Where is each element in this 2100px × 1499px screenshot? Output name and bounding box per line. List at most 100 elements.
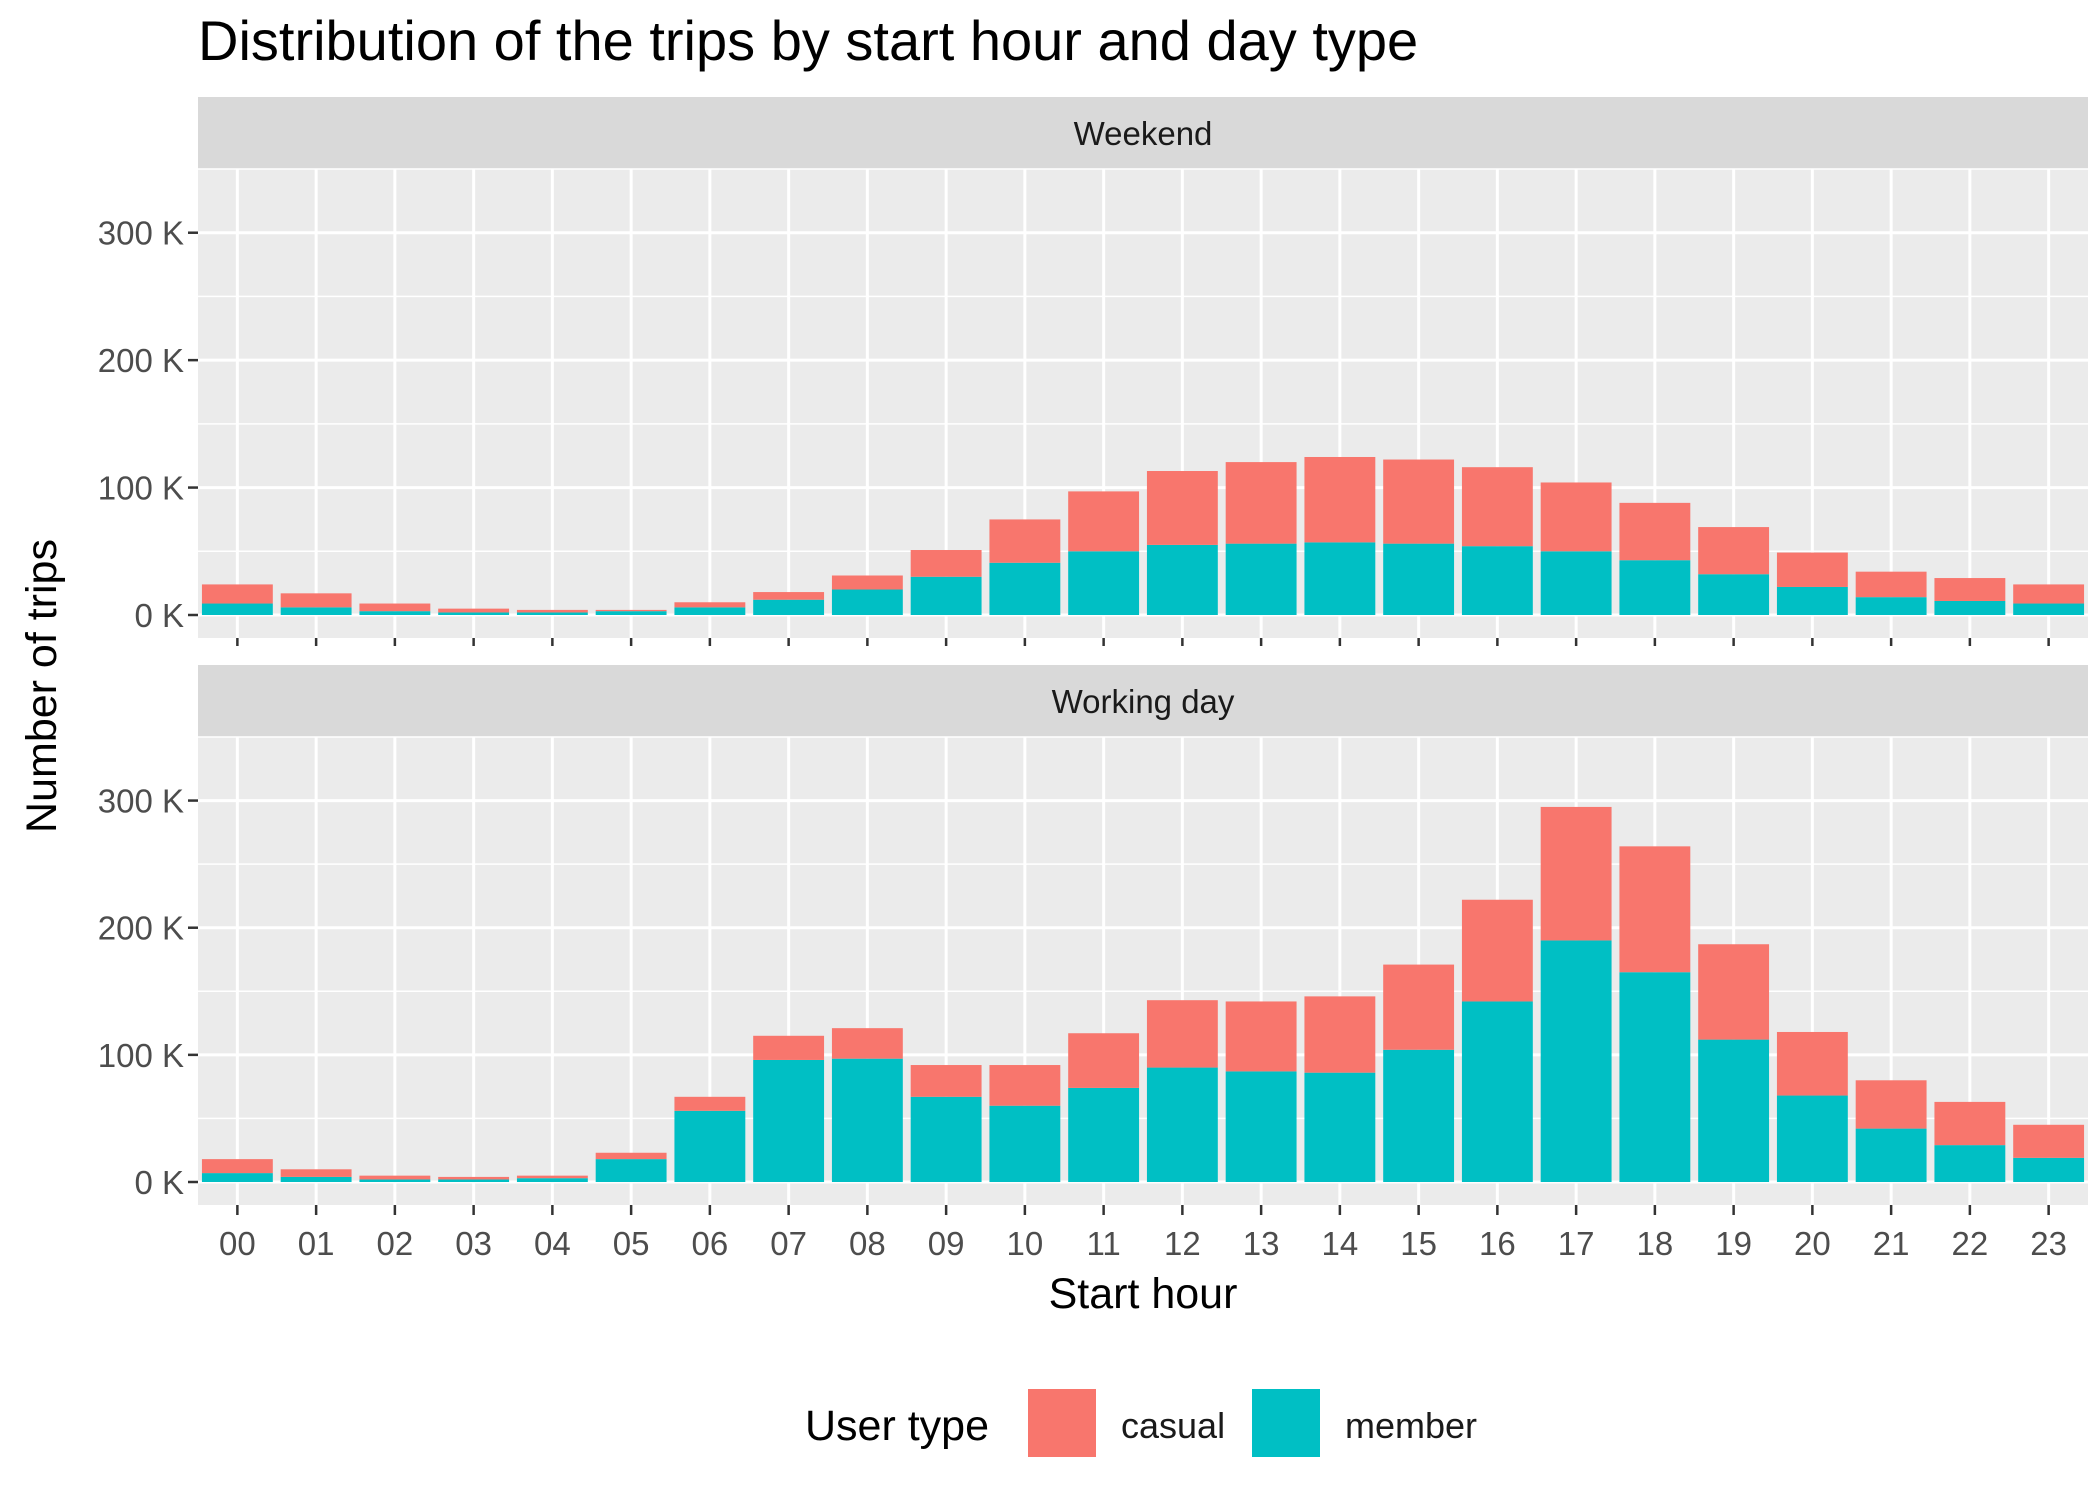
bar-casual bbox=[1225, 462, 1297, 544]
bar-casual bbox=[1146, 471, 1218, 545]
bar-member bbox=[595, 611, 667, 615]
bar-member bbox=[2013, 603, 2085, 615]
bar-casual bbox=[1225, 1001, 1297, 1072]
bar-member bbox=[1619, 972, 1691, 1182]
bar-casual bbox=[1383, 964, 1455, 1050]
panel-background bbox=[198, 737, 2088, 1205]
x-tick-label: 03 bbox=[455, 1225, 492, 1262]
bar-casual bbox=[1934, 1101, 2006, 1146]
bar-member bbox=[201, 603, 273, 615]
facet-working-day: Working day 0 K 100 K 200 K 300 K bbox=[98, 665, 2088, 1205]
bar-member bbox=[1934, 600, 2006, 615]
bar-member bbox=[1698, 1039, 1770, 1182]
legend-label-casual: casual bbox=[1121, 1405, 1225, 1446]
facet-strip-label: Weekend bbox=[1074, 115, 1213, 152]
bar-member bbox=[359, 611, 431, 615]
bar-member bbox=[1068, 551, 1140, 615]
facet-weekend: Weekend 0 K 100 K 200 K 300 K bbox=[98, 97, 2088, 638]
bar-member bbox=[1146, 1067, 1218, 1182]
bar-member bbox=[1225, 1071, 1297, 1182]
y-tick-label: 200 K bbox=[98, 910, 184, 947]
x-tick-label: 11 bbox=[1086, 1225, 1120, 1262]
bar-casual bbox=[674, 602, 746, 608]
bar-casual bbox=[359, 603, 431, 612]
bar-casual bbox=[1619, 846, 1691, 973]
bar-casual bbox=[1619, 502, 1691, 561]
bar-member bbox=[1540, 940, 1612, 1182]
x-tick-label: 12 bbox=[1164, 1225, 1201, 1262]
bar-casual bbox=[1776, 552, 1848, 587]
bar-casual bbox=[516, 609, 588, 613]
bar-casual bbox=[1855, 571, 1927, 598]
bar-member bbox=[1461, 1001, 1533, 1182]
y-tick-label: 100 K bbox=[98, 1037, 184, 1074]
legend: User type casual member bbox=[805, 1389, 1477, 1457]
x-tick-label: 20 bbox=[1794, 1225, 1831, 1262]
facet-panels: Weekend 0 K 100 K 200 K 300 K Working day 0 K 1… bbox=[98, 97, 2088, 1205]
bar-member bbox=[1934, 1145, 2006, 1182]
bar-casual bbox=[2013, 1124, 2085, 1158]
bar-casual bbox=[280, 593, 352, 608]
bar-casual bbox=[910, 550, 982, 577]
x-tick-label: 22 bbox=[1952, 1225, 1989, 1262]
bar-member bbox=[1619, 560, 1691, 615]
bar-casual bbox=[1461, 899, 1533, 1002]
facet-strip-label: Working day bbox=[1052, 683, 1235, 720]
x-tick-label: 21 bbox=[1873, 1225, 1910, 1262]
bar-casual bbox=[910, 1065, 982, 1097]
x-tick-label: 05 bbox=[613, 1225, 650, 1262]
bar-member bbox=[674, 1110, 746, 1182]
chart-title: Distribution of the trips by start hour … bbox=[198, 9, 1418, 72]
x-tick-label: 02 bbox=[377, 1225, 414, 1262]
bar-casual bbox=[1068, 1033, 1140, 1088]
x-tick-label: 09 bbox=[928, 1225, 965, 1262]
y-tick-label: 300 K bbox=[98, 215, 184, 252]
bar-member bbox=[910, 1096, 982, 1182]
bar-member bbox=[1855, 597, 1927, 615]
bar-member bbox=[516, 612, 588, 615]
x-tick-label: 19 bbox=[1715, 1225, 1752, 1262]
bar-casual bbox=[1383, 459, 1455, 544]
bar-casual bbox=[1698, 944, 1770, 1040]
bar-casual bbox=[1855, 1080, 1927, 1129]
legend-label-member: member bbox=[1345, 1405, 1477, 1446]
x-tick-label: 06 bbox=[692, 1225, 729, 1262]
bar-member bbox=[1540, 551, 1612, 615]
bar-casual bbox=[438, 608, 510, 613]
x-tick-label: 04 bbox=[534, 1225, 571, 1262]
bar-casual bbox=[1304, 996, 1376, 1073]
legend-title: User type bbox=[805, 1402, 989, 1450]
bar-member bbox=[910, 576, 982, 615]
y-tick-label: 200 K bbox=[98, 342, 184, 379]
bar-member bbox=[280, 1176, 352, 1182]
bar-casual bbox=[753, 592, 825, 600]
bar-casual bbox=[595, 1152, 667, 1160]
bar-casual bbox=[1540, 806, 1612, 941]
bar-casual bbox=[831, 575, 903, 590]
x-tick-label: 00 bbox=[219, 1225, 256, 1262]
panel-background bbox=[198, 169, 2088, 638]
bar-member bbox=[753, 599, 825, 615]
bar-member bbox=[831, 589, 903, 615]
bar-member bbox=[1776, 586, 1848, 615]
bar-casual bbox=[1304, 456, 1376, 543]
bar-casual bbox=[674, 1096, 746, 1111]
bar-member bbox=[753, 1059, 825, 1182]
bar-member bbox=[1304, 542, 1376, 615]
y-tick-label: 300 K bbox=[98, 783, 184, 820]
facet-strip bbox=[198, 665, 2088, 737]
bar-casual bbox=[438, 1176, 510, 1180]
x-tick-label: 17 bbox=[1558, 1225, 1595, 1262]
bar-member bbox=[438, 612, 510, 615]
bar-member bbox=[1225, 543, 1297, 615]
bar-member bbox=[1461, 546, 1533, 615]
x-tick-label: 08 bbox=[849, 1225, 886, 1262]
x-tick-label: 10 bbox=[1007, 1225, 1044, 1262]
bar-casual bbox=[753, 1035, 825, 1060]
x-tick-label: 15 bbox=[1400, 1225, 1437, 1262]
bar-casual bbox=[1540, 482, 1612, 552]
bar-member bbox=[1698, 574, 1770, 615]
bar-casual bbox=[1068, 491, 1140, 552]
bar-member bbox=[989, 1105, 1061, 1182]
x-axis: 00 01 02 03 04 05 06 07 08 09 10 11 12 13 14 15 16 17 18 19… bbox=[219, 638, 2067, 1262]
